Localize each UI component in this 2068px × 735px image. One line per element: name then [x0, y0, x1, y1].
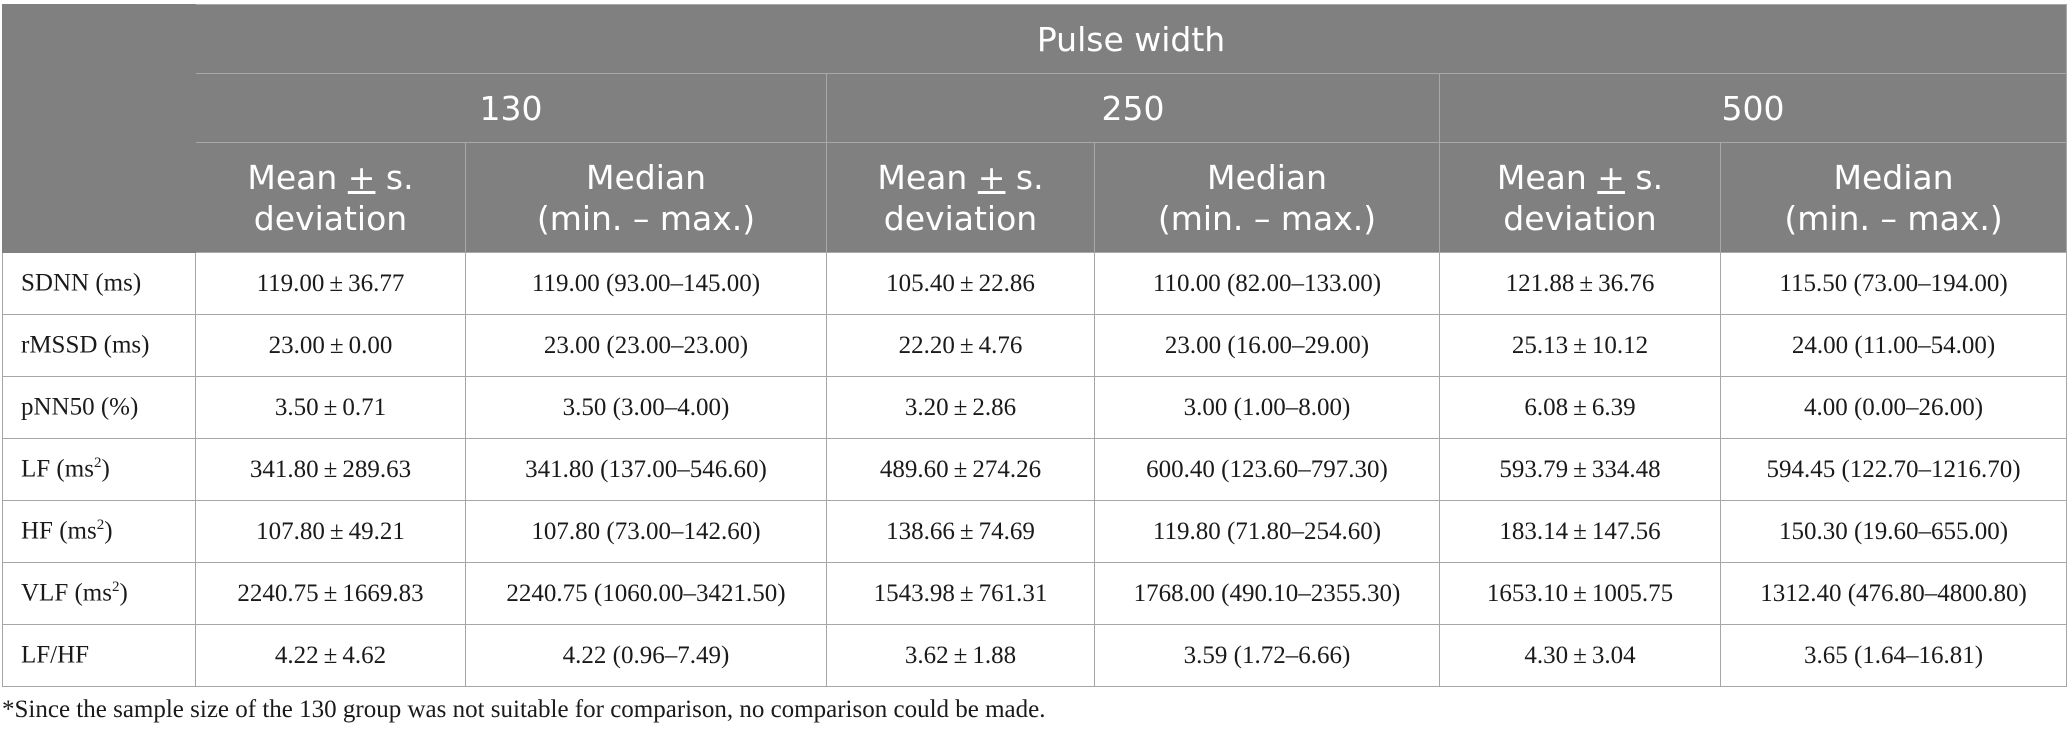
group-title: Pulse width — [194, 4, 2068, 74]
table-cell: 115.50 (73.00–194.00) — [1719, 252, 2068, 315]
table-cell: 107.80 (73.00–142.60) — [465, 500, 827, 563]
table-row: SDNN (ms) 119.00 ± 36.77 119.00 (93.00–145… — [2, 252, 2068, 315]
table-cell: 22.20 ± 4.76 — [826, 314, 1095, 377]
hrv-table: Pulse width 130 250 500 Mean + s. deviati… — [2, 4, 2068, 687]
group-header-250: 250 — [826, 73, 1440, 143]
table-cell: 4.00 (0.00–26.00) — [1719, 376, 2068, 439]
table-cell: 25.13 ± 10.12 — [1439, 314, 1721, 377]
table-cell: 23.00 (16.00–29.00) — [1094, 314, 1440, 377]
table-cell: 6.08 ± 6.39 — [1439, 376, 1721, 439]
row-label: HF (ms2) — [2, 500, 196, 563]
stat-header-mean: Mean + s. deviation — [195, 142, 466, 253]
table-row: LF (ms2) 341.80 ± 289.63 341.80 (137.00–54… — [2, 438, 2068, 501]
table-cell: 4.22 (0.96–7.49) — [465, 624, 827, 687]
table-row: VLF (ms2) 2240.75 ± 1669.83 2240.75 (1060.… — [2, 562, 2068, 625]
table-cell: 489.60 ± 274.26 — [826, 438, 1095, 501]
table-row: rMSSD (ms) 23.00 ± 0.00 23.00 (23.00–23.00… — [2, 314, 2068, 377]
table-body: SDNN (ms) 119.00 ± 36.77 119.00 (93.00–145… — [2, 252, 2068, 687]
table-cell: 2240.75 ± 1669.83 — [195, 562, 466, 625]
stat-header-mean: Mean + s. deviation — [1439, 142, 1721, 253]
table-cell: 119.80 (71.80–254.60) — [1094, 500, 1440, 563]
row-label: rMSSD (ms) — [2, 314, 196, 377]
row-label: LF (ms2) — [2, 438, 196, 501]
table-cell: 23.00 ± 0.00 — [195, 314, 466, 377]
row-label: LF/HF — [2, 624, 196, 687]
table-cell: 119.00 (93.00–145.00) — [465, 252, 827, 315]
row-label: SDNN (ms) — [2, 252, 196, 315]
table-cell: 3.59 (1.72–6.66) — [1094, 624, 1440, 687]
table-cell: 1768.00 (490.10–2355.30) — [1094, 562, 1440, 625]
table-cell: 4.30 ± 3.04 — [1439, 624, 1721, 687]
table-cell: 600.40 (123.60–797.30) — [1094, 438, 1440, 501]
footnote: *Since the sample size of the 130 group … — [2, 696, 1046, 723]
table-row: pNN50 (%) 3.50 ± 0.71 3.50 (3.00–4.00) 3.20… — [2, 376, 2068, 439]
table-cell: 3.50 (3.00–4.00) — [465, 376, 827, 439]
table-row: HF (ms2) 107.80 ± 49.21 107.80 (73.00–142.… — [2, 500, 2068, 563]
table-cell: 107.80 ± 49.21 — [195, 500, 466, 563]
table-cell: 341.80 ± 289.63 — [195, 438, 466, 501]
table-cell: 1543.98 ± 761.31 — [826, 562, 1095, 625]
table-row: LF/HF 4.22 ± 4.62 4.22 (0.96–7.49) 3.62 ± 1… — [2, 624, 2068, 687]
table-cell: 121.88 ± 36.76 — [1439, 252, 1721, 315]
table-cell: 594.45 (122.70–1216.70) — [1719, 438, 2068, 501]
table-cell: 119.00 ± 36.77 — [195, 252, 466, 315]
table-cell: 183.14 ± 147.56 — [1439, 500, 1721, 563]
table-cell: 3.00 (1.00–8.00) — [1094, 376, 1440, 439]
table-cell: 3.20 ± 2.86 — [826, 376, 1095, 439]
stat-header-mean: Mean + s. deviation — [826, 142, 1095, 253]
group-header-500: 500 — [1438, 73, 2068, 143]
group-header-130: 130 — [195, 73, 827, 143]
table-cell: 341.80 (137.00–546.60) — [465, 438, 827, 501]
table-cell: 1653.10 ± 1005.75 — [1439, 562, 1721, 625]
row-label: VLF (ms2) — [2, 562, 196, 625]
table-cell: 2240.75 (1060.00–3421.50) — [465, 562, 827, 625]
table-cell: 4.22 ± 4.62 — [195, 624, 466, 687]
table-cell: 3.62 ± 1.88 — [826, 624, 1095, 687]
table-cell: 150.30 (19.60–655.00) — [1719, 500, 2068, 563]
table-cell: 105.40 ± 22.86 — [826, 252, 1095, 315]
table-cell: 24.00 (11.00–54.00) — [1719, 314, 2068, 377]
row-label: pNN50 (%) — [2, 376, 196, 439]
table-cell: 1312.40 (476.80–4800.80) — [1719, 562, 2068, 625]
table-cell: 593.79 ± 334.48 — [1439, 438, 1721, 501]
stat-header-median: Median (min. – max.) — [465, 142, 827, 253]
table-cell: 110.00 (82.00–133.00) — [1094, 252, 1440, 315]
stat-header-median: Median (min. – max.) — [1094, 142, 1440, 253]
table-cell: 3.50 ± 0.71 — [195, 376, 466, 439]
table-cell: 138.66 ± 74.69 — [826, 500, 1095, 563]
stat-header-row: Mean + s. deviation Median (min. – max.) Mea… — [3, 142, 2068, 253]
header-corner — [2, 4, 196, 253]
table-cell: 3.65 (1.64–16.81) — [1719, 624, 2068, 687]
table-cell: 23.00 (23.00–23.00) — [465, 314, 827, 377]
stat-header-median: Median (min. – max.) — [1719, 142, 2068, 253]
